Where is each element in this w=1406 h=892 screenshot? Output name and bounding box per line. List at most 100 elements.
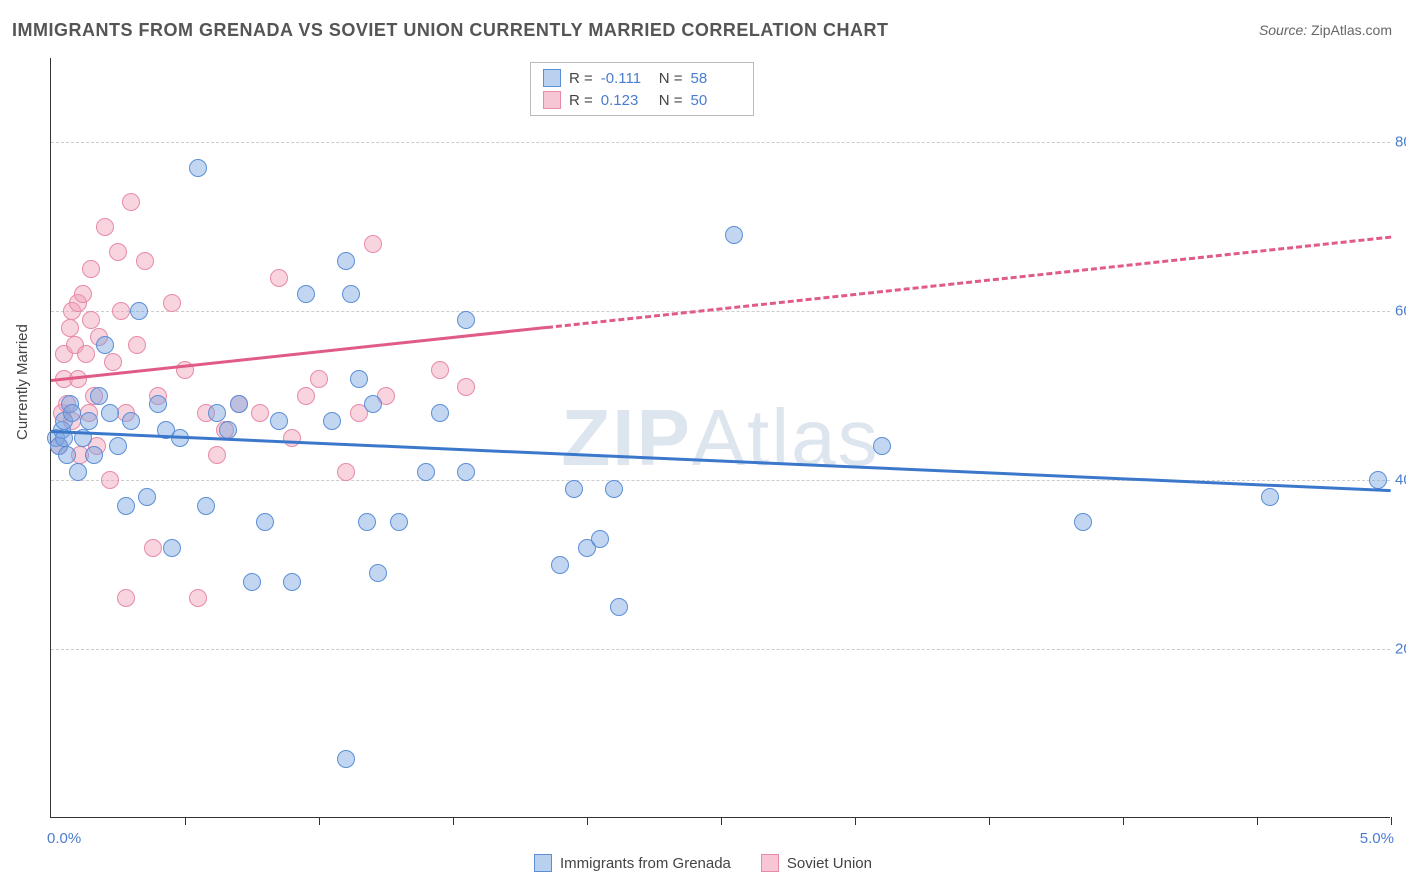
data-point (208, 446, 226, 464)
x-tick (1123, 817, 1124, 825)
watermark-bold: ZIP (561, 393, 691, 482)
data-point (101, 471, 119, 489)
data-point (77, 345, 95, 363)
data-point (122, 412, 140, 430)
y-tick-label: 40.0% (1395, 472, 1406, 489)
legend-label-b: Soviet Union (787, 855, 872, 872)
data-point (208, 404, 226, 422)
data-point (417, 463, 435, 481)
data-point (337, 252, 355, 270)
data-point (101, 404, 119, 422)
data-point (610, 598, 628, 616)
data-point (297, 285, 315, 303)
r-value-b: 0.123 (601, 92, 651, 109)
x-tick (855, 817, 856, 825)
data-point (873, 437, 891, 455)
legend-swatch-a (534, 854, 552, 872)
data-point (189, 589, 207, 607)
data-point (138, 488, 156, 506)
y-gridline (51, 649, 1390, 650)
data-point (350, 370, 368, 388)
data-point (144, 539, 162, 557)
source-label: Source: (1259, 22, 1307, 38)
x-tick (1391, 817, 1392, 825)
x-tick (185, 817, 186, 825)
bottom-legend: Immigrants from Grenada Soviet Union (0, 854, 1406, 872)
data-point (390, 513, 408, 531)
chart-title: IMMIGRANTS FROM GRENADA VS SOVIET UNION … (12, 20, 889, 41)
data-point (69, 463, 87, 481)
data-point (104, 353, 122, 371)
x-tick (587, 817, 588, 825)
legend-item-b: Soviet Union (761, 854, 872, 872)
data-point (337, 750, 355, 768)
data-point (283, 429, 301, 447)
x-axis-max-label: 5.0% (1360, 830, 1394, 847)
data-point (342, 285, 360, 303)
data-point (90, 387, 108, 405)
data-point (109, 243, 127, 261)
r-value-a: -0.111 (601, 70, 651, 87)
data-point (74, 285, 92, 303)
data-point (1261, 488, 1279, 506)
y-gridline (51, 311, 1390, 312)
x-tick (1257, 817, 1258, 825)
n-value-a: 58 (691, 70, 741, 87)
n-label-b: N = (659, 92, 683, 109)
data-point (109, 437, 127, 455)
data-point (122, 193, 140, 211)
data-point (457, 378, 475, 396)
trend-line (547, 235, 1392, 328)
stats-legend-box: R = -0.111 N = 58 R = 0.123 N = 50 (530, 62, 754, 116)
data-point (163, 539, 181, 557)
y-tick-label: 60.0% (1395, 303, 1406, 320)
watermark: ZIPAtlas (561, 392, 879, 484)
y-tick-label: 80.0% (1395, 134, 1406, 151)
data-point (431, 404, 449, 422)
data-point (310, 370, 328, 388)
data-point (725, 226, 743, 244)
data-point (230, 395, 248, 413)
data-point (1074, 513, 1092, 531)
data-point (112, 302, 130, 320)
data-point (551, 556, 569, 574)
data-point (82, 311, 100, 329)
data-point (457, 311, 475, 329)
data-point (117, 589, 135, 607)
source-value: ZipAtlas.com (1311, 22, 1392, 38)
swatch-series-a (543, 69, 561, 87)
legend-swatch-b (761, 854, 779, 872)
data-point (270, 412, 288, 430)
y-axis-title: Currently Married (14, 324, 31, 440)
data-point (96, 336, 114, 354)
data-point (358, 513, 376, 531)
data-point (1369, 471, 1387, 489)
data-point (337, 463, 355, 481)
scatter-plot-area: ZIPAtlas 0.0% 5.0% 20.0%40.0%60.0%80.0% (50, 58, 1390, 818)
data-point (605, 480, 623, 498)
legend-item-a: Immigrants from Grenada (534, 854, 731, 872)
data-point (431, 361, 449, 379)
data-point (283, 573, 301, 591)
data-point (219, 421, 237, 439)
data-point (58, 446, 76, 464)
data-point (149, 395, 167, 413)
data-point (117, 497, 135, 515)
data-point (251, 404, 269, 422)
data-point (297, 387, 315, 405)
n-value-b: 50 (691, 92, 741, 109)
r-label-a: R = (569, 70, 593, 87)
data-point (163, 294, 181, 312)
x-tick (721, 817, 722, 825)
stats-row-series-a: R = -0.111 N = 58 (531, 67, 753, 89)
data-point (256, 513, 274, 531)
data-point (323, 412, 341, 430)
data-point (128, 336, 146, 354)
data-point (80, 412, 98, 430)
x-axis-min-label: 0.0% (47, 830, 81, 847)
data-point (130, 302, 148, 320)
trend-line (51, 326, 547, 382)
swatch-series-b (543, 91, 561, 109)
data-point (591, 530, 609, 548)
data-point (364, 395, 382, 413)
